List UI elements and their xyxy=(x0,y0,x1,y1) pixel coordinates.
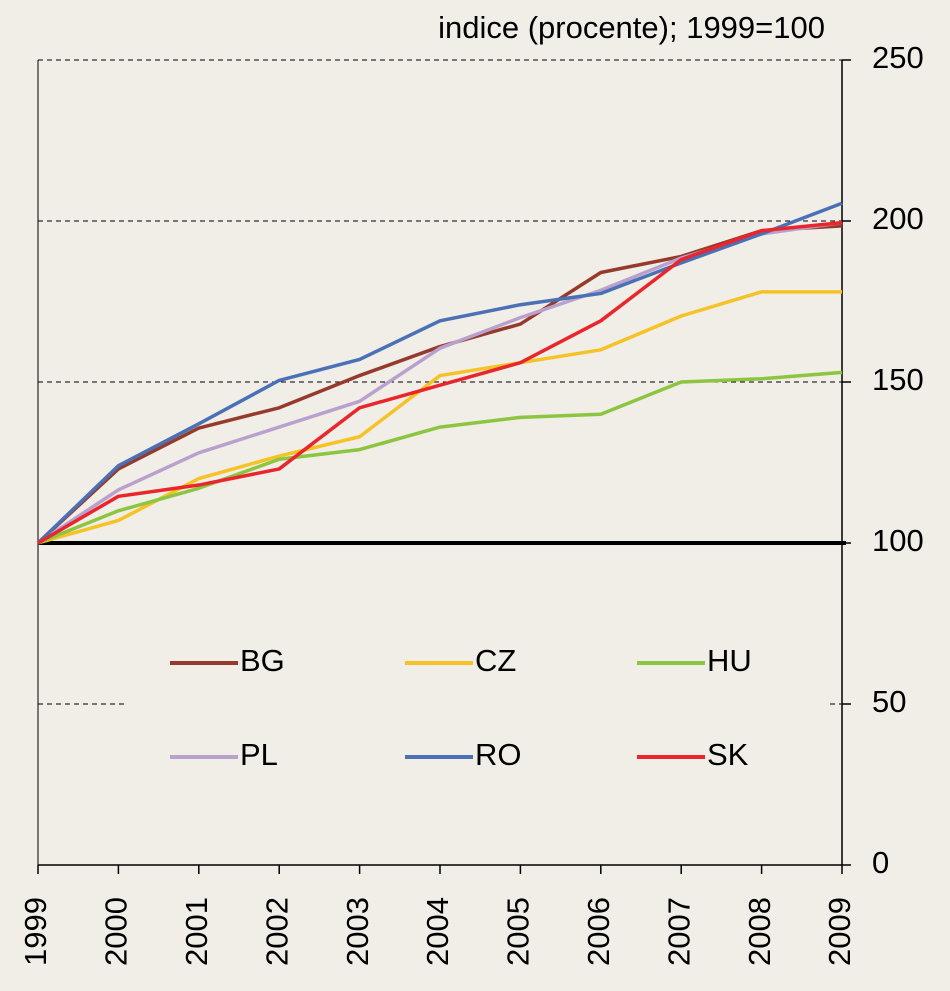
x-tick-label: 2007 xyxy=(661,897,696,966)
legend-label: PL xyxy=(240,737,278,772)
legend-label: CZ xyxy=(475,643,516,678)
x-tick-label: 2008 xyxy=(742,897,777,966)
legend: BG CZ HU PL RO SK xyxy=(128,618,828,798)
x-tick-label: 2001 xyxy=(179,897,214,966)
series-line xyxy=(37,290,842,545)
x-tick-label: 2003 xyxy=(340,897,375,966)
x-tick-label: 2004 xyxy=(420,897,455,966)
legend-label: BG xyxy=(240,643,285,678)
y-tick-label: 200 xyxy=(872,201,924,236)
series-line xyxy=(37,220,843,545)
x-tick-label: 2000 xyxy=(99,897,134,966)
y-tick-label: 50 xyxy=(872,684,906,719)
legend-label: SK xyxy=(707,737,749,772)
y-tick-label: 150 xyxy=(872,362,924,397)
x-tick-label: 2006 xyxy=(581,897,616,966)
legend-label: HU xyxy=(707,643,752,678)
chart-title: indice (procente); 1999=100 xyxy=(438,10,825,45)
series-line xyxy=(37,370,843,545)
legend-label: RO xyxy=(475,737,522,772)
x-tick-label: 2005 xyxy=(501,897,536,966)
y-tick-label: 0 xyxy=(872,845,889,880)
series-line xyxy=(37,220,843,545)
x-tick-label: 2002 xyxy=(259,897,294,966)
x-tick-label: 2009 xyxy=(822,897,857,966)
legend-box xyxy=(128,618,828,798)
y-tick-label: 100 xyxy=(872,523,924,558)
y-tick-label: 250 xyxy=(872,40,924,75)
series-line xyxy=(36,201,843,545)
x-tick-label: 1999 xyxy=(18,897,53,966)
